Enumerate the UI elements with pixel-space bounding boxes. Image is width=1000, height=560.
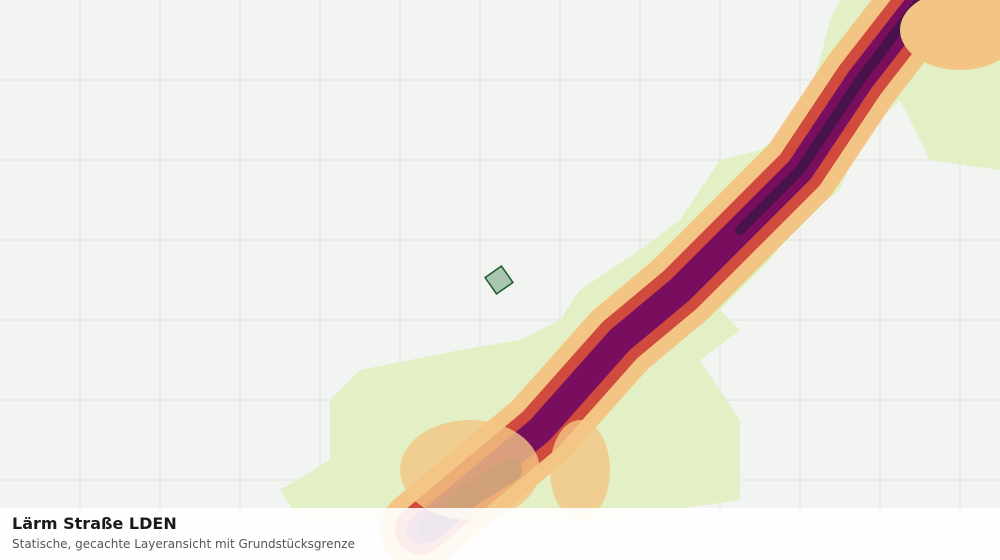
parcel-boundary	[484, 265, 514, 295]
caption-bar: Lärm Straße LDEN Statische, gecachte Lay…	[0, 508, 1000, 560]
map-title: Lärm Straße LDEN	[12, 514, 177, 533]
map-subtitle: Statische, gecachte Layeransicht mit Gru…	[12, 537, 355, 551]
noise-layer	[280, 0, 1000, 560]
